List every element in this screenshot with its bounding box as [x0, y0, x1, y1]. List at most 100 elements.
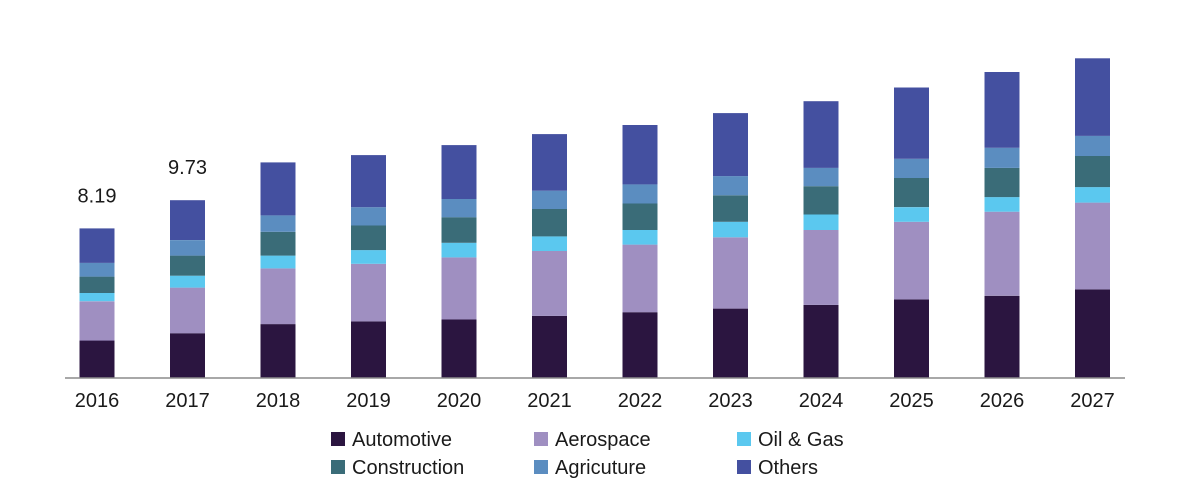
bar-oil-gas-2019 [351, 250, 386, 264]
bar-construction-2022 [622, 203, 658, 230]
legend-item-oil-gas: Oil & Gas [737, 429, 844, 451]
x-tick-label-2020: 2020 [437, 390, 482, 412]
data-labels: 8.19 9.73 [78, 157, 207, 207]
bar-construction-2025 [894, 177, 929, 208]
bar-others-2021 [532, 134, 567, 191]
x-tick-label-2017: 2017 [165, 390, 210, 412]
bar-automotive-2024 [803, 304, 839, 378]
bar-agricuture-2016 [79, 262, 115, 277]
bar-agricuture-2020 [441, 199, 477, 218]
data-label-2016: 8.19 [78, 185, 117, 207]
bar-automotive-2020 [441, 319, 477, 378]
legend-swatch-oil-gas [737, 432, 751, 446]
legend-label-automotive: Automotive [352, 429, 452, 451]
bar-agricuture-2024 [803, 167, 839, 187]
legend: Automotive Aerospace Oil & Gas Construction… [331, 429, 844, 479]
x-tick-label-2022: 2022 [618, 390, 663, 412]
bar-oil-gas-2021 [532, 236, 567, 251]
bar-others-2016 [79, 228, 115, 263]
x-axis-tick-labels: 2016 2017 2018 2019 2020 2021 2022 2023 2024 2025… [75, 390, 1115, 412]
legend-swatch-construction [331, 460, 345, 474]
bar-agricuture-2019 [351, 207, 386, 226]
bar-construction-2018 [260, 231, 296, 256]
bar-agricuture-2022 [622, 184, 658, 204]
bar-others-2027 [1075, 58, 1110, 136]
bar-others-2025 [894, 87, 929, 159]
bar-others-2024 [803, 101, 839, 168]
bar-automotive-2017 [170, 333, 205, 378]
bar-oil-gas-2018 [260, 255, 296, 269]
bar-aerospace-2026 [984, 211, 1020, 296]
bar-agricuture-2017 [170, 240, 205, 256]
bar-automotive-2023 [713, 308, 748, 378]
bar-aerospace-2024 [803, 230, 839, 305]
bar-agricuture-2027 [1075, 135, 1110, 156]
bar-construction-2020 [441, 217, 477, 243]
legend-item-others: Others [737, 457, 818, 479]
bar-construction-2017 [170, 255, 205, 276]
bar-automotive-2026 [984, 295, 1020, 378]
bar-oil-gas-2027 [1075, 187, 1110, 203]
bar-automotive-2019 [351, 321, 386, 378]
bar-oil-gas-2017 [170, 275, 205, 288]
legend-label-agricuture: Agricuture [555, 457, 646, 479]
x-tick-label-2024: 2024 [799, 390, 844, 412]
bar-automotive-2027 [1075, 289, 1110, 378]
bar-automotive-2021 [532, 315, 567, 378]
x-tick-label-2016: 2016 [75, 390, 120, 412]
bar-construction-2023 [713, 195, 748, 222]
x-tick-label-2026: 2026 [980, 390, 1025, 412]
bar-others-2019 [351, 155, 386, 208]
bar-aerospace-2025 [894, 221, 929, 300]
x-tick-label-2027: 2027 [1070, 390, 1115, 412]
bar-construction-2024 [803, 186, 839, 215]
legend-item-agricuture: Agricuture [534, 457, 646, 479]
legend-label-others: Others [758, 457, 818, 479]
legend-swatch-automotive [331, 432, 345, 446]
bar-agricuture-2021 [532, 190, 567, 209]
bar-aerospace-2027 [1075, 202, 1110, 290]
bar-oil-gas-2023 [713, 221, 748, 238]
x-tick-label-2023: 2023 [708, 390, 753, 412]
bar-others-2023 [713, 113, 748, 177]
legend-swatch-aerospace [534, 432, 548, 446]
bar-aerospace-2023 [713, 237, 748, 309]
data-label-2017: 9.73 [168, 157, 207, 179]
bar-oil-gas-2025 [894, 207, 929, 222]
x-tick-label-2021: 2021 [527, 390, 572, 412]
bar-construction-2021 [532, 209, 567, 237]
bar-agricuture-2023 [713, 176, 748, 196]
bar-others-2017 [170, 200, 205, 240]
bar-agricuture-2026 [984, 147, 1020, 168]
bar-oil-gas-2020 [441, 242, 477, 258]
bar-construction-2019 [351, 225, 386, 251]
bar-others-2020 [441, 145, 477, 199]
legend-item-automotive: Automotive [331, 429, 452, 451]
bar-automotive-2016 [79, 340, 115, 378]
bar-aerospace-2020 [441, 257, 477, 320]
bar-automotive-2025 [894, 299, 929, 378]
bar-aerospace-2019 [351, 263, 386, 322]
bar-others-2022 [622, 125, 658, 185]
bar-oil-gas-2016 [79, 293, 115, 302]
bar-aerospace-2022 [622, 244, 658, 313]
bar-agricuture-2018 [260, 215, 296, 232]
legend-item-aerospace: Aerospace [534, 429, 651, 451]
legend-item-construction: Construction [331, 457, 464, 479]
x-tick-label-2025: 2025 [889, 390, 934, 412]
bar-others-2026 [984, 72, 1020, 148]
bar-oil-gas-2022 [622, 230, 658, 245]
bar-construction-2027 [1075, 156, 1110, 188]
x-tick-label-2018: 2018 [256, 390, 301, 412]
bar-aerospace-2018 [260, 268, 296, 325]
bar-agricuture-2025 [894, 158, 929, 178]
bar-automotive-2018 [260, 324, 296, 378]
bar-automotive-2022 [622, 312, 658, 378]
legend-swatch-agricuture [534, 460, 548, 474]
bar-construction-2016 [79, 276, 115, 293]
legend-label-aerospace: Aerospace [555, 429, 651, 451]
bars-layer [79, 58, 1110, 378]
bar-others-2018 [260, 162, 296, 216]
legend-swatch-others [737, 460, 751, 474]
legend-label-construction: Construction [352, 457, 464, 479]
